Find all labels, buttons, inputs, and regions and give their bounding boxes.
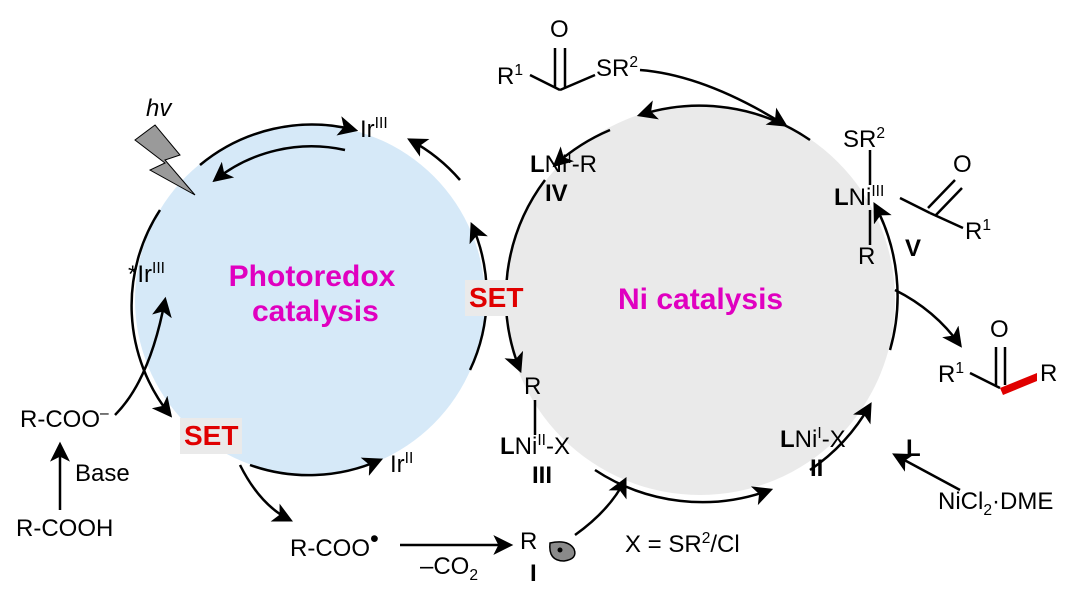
arrow-product-out bbox=[895, 290, 960, 345]
photoredox-label-1: Photoredox bbox=[222, 260, 402, 294]
x-equals: X = SR2/Cl bbox=[625, 530, 740, 559]
svg-layer bbox=[0, 0, 1080, 616]
thioester-SR2: SR2 bbox=[596, 54, 638, 83]
arrow-radical-to-ni bbox=[575, 480, 625, 535]
set-label-1: SET bbox=[180, 418, 242, 454]
III-complex: LNiII-X bbox=[500, 432, 570, 461]
diagram-stage: { "layout":{ "width":1080,"height":616, … bbox=[0, 0, 1080, 616]
V-O: O bbox=[953, 151, 972, 179]
product-O: O bbox=[990, 316, 1009, 344]
base-label: Base bbox=[75, 460, 130, 488]
III-R: R bbox=[524, 373, 541, 401]
photoredox-label-2: catalysis bbox=[252, 295, 379, 329]
intermediate-I: I bbox=[530, 560, 537, 588]
minus-co2: –CO2 bbox=[420, 553, 478, 585]
ligand-L: L bbox=[906, 435, 921, 463]
ir2: IrII bbox=[390, 450, 413, 479]
V-SR2: SR2 bbox=[843, 125, 885, 154]
intermediate-II: II bbox=[810, 455, 823, 483]
intermediate-IV: IV bbox=[545, 180, 568, 208]
II-complex: LNiI-X bbox=[780, 425, 846, 454]
radical-icon bbox=[550, 542, 575, 561]
V-R1: R1 bbox=[965, 217, 991, 246]
rcooh: R-COOH bbox=[16, 515, 113, 543]
intermediate-III: III bbox=[532, 462, 552, 490]
lightning-icon bbox=[135, 125, 195, 195]
set-label-2: SET bbox=[465, 280, 527, 316]
intermediate-V: V bbox=[905, 235, 921, 263]
ir3-top: IrIII bbox=[360, 115, 388, 144]
IV-complex: LNiI-R bbox=[530, 150, 597, 179]
hv-label: hv bbox=[146, 95, 171, 123]
R-radical: R bbox=[520, 528, 537, 556]
arrow-nicl2-in bbox=[895, 455, 960, 490]
product-R1: R1 bbox=[938, 360, 964, 389]
ni-catalysis-label: Ni catalysis bbox=[618, 283, 783, 317]
thioester-R1: R1 bbox=[497, 62, 523, 91]
nicl2-dme: NiCl2·DME bbox=[938, 488, 1053, 520]
rcoo-rad: R-COO• bbox=[290, 525, 379, 563]
ir3-star: *IrIII bbox=[128, 260, 165, 289]
rcoo-minus: R-COO– bbox=[20, 405, 109, 434]
V-R: R bbox=[858, 243, 875, 271]
product-R: R bbox=[1040, 360, 1057, 388]
V-LNi: LNiIII bbox=[834, 183, 884, 212]
thioester-O: O bbox=[550, 16, 569, 44]
